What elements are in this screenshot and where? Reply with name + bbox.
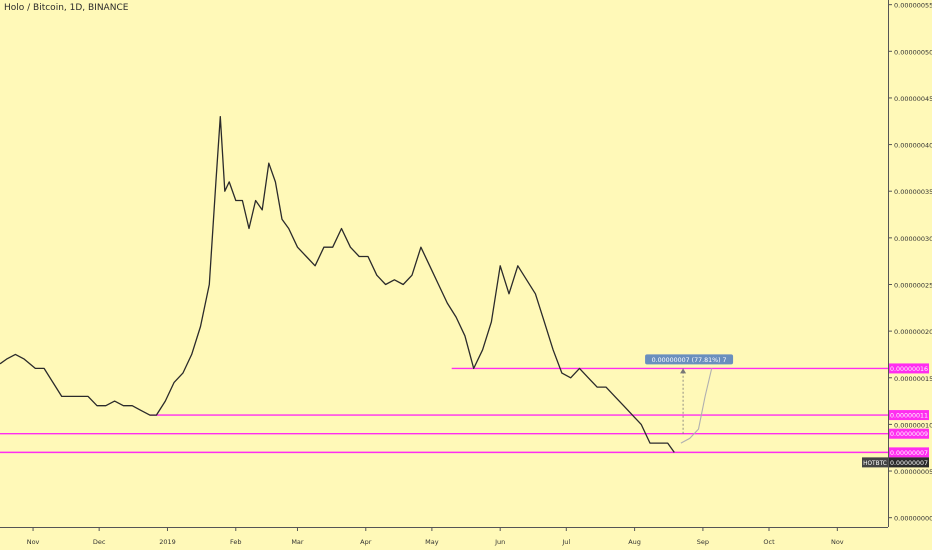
x-tick-label: Mar	[291, 538, 304, 546]
x-tick-label: Dec	[93, 538, 106, 546]
price-tag-label: 0.00000016	[890, 366, 928, 373]
current-price-label: 0.00000007	[890, 460, 928, 467]
price-tag	[889, 428, 929, 439]
measure-label-box	[645, 354, 734, 365]
price-tag-label: 0.00000011	[890, 413, 928, 420]
x-tick-label: Aug	[628, 538, 641, 546]
y-tick-label: 0.00000035	[894, 188, 932, 196]
y-tick-label: 0.00000005	[894, 468, 932, 476]
x-tick-label: May	[425, 538, 439, 546]
price-tag	[889, 447, 929, 458]
y-tick-label: 0.00000040	[894, 142, 932, 150]
x-tick-label: Jun	[494, 538, 505, 546]
ticker-tag	[862, 457, 888, 468]
y-tick-label: 0.00000015	[894, 375, 932, 383]
x-tick-label: Apr	[360, 538, 372, 546]
measure-arrowhead	[680, 368, 687, 374]
price-tag-label: 0.00000007	[890, 450, 928, 457]
y-tick-label: 0.00000000	[894, 515, 932, 523]
x-tick-label: 2019	[159, 538, 176, 546]
price-tag-label: 0.00000009	[890, 431, 928, 438]
x-tick-label: Oct	[763, 538, 775, 546]
x-tick-label: Jul	[561, 538, 570, 546]
y-tick-label: 0.00000030	[894, 235, 932, 243]
y-tick-label: 0.00000025	[894, 281, 932, 289]
current-price-tag	[889, 457, 929, 468]
y-tick-label: 0.00000045	[894, 95, 932, 103]
price-tag	[889, 410, 929, 421]
y-tick-label: 0.00000020	[894, 328, 932, 336]
projection-path	[680, 368, 713, 444]
price-tag	[889, 363, 929, 374]
y-tick-label: 0.00000050	[894, 48, 932, 56]
x-tick-label: Sep	[697, 538, 709, 546]
x-tick-label: Nov	[27, 538, 40, 546]
chart-title: Holo / Bitcoin, 1D, BINANCE	[4, 3, 129, 13]
x-tick-label: Nov	[831, 538, 844, 546]
y-tick-label: 0.00000010	[894, 421, 932, 429]
ticker-tag-label: HOTBTC	[863, 461, 887, 467]
price-series-line	[0, 115, 675, 453]
measure-label: 0.00000007 (77.81%) 7	[652, 357, 727, 364]
x-tick-label: Feb	[230, 538, 242, 546]
y-tick-label: 0.00000055	[894, 2, 932, 10]
